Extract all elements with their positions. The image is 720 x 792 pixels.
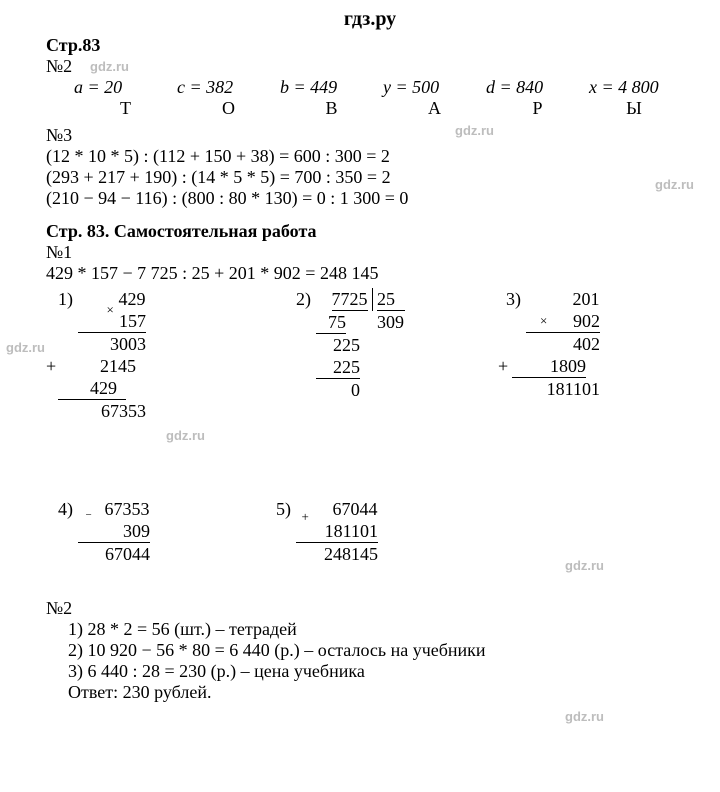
- var-letter: Ы: [589, 98, 679, 119]
- calc2-s1: 75: [316, 311, 346, 334]
- watermark-icon: gdz.ru: [655, 177, 694, 192]
- calc2-quot: 309: [373, 312, 404, 332]
- var-expr: b = 449: [280, 77, 383, 98]
- calc4-res: 67044: [78, 543, 150, 565]
- calc2-r1: 225: [316, 334, 360, 356]
- var-letter: Т: [74, 98, 177, 119]
- t2-num: №2: [46, 598, 694, 619]
- calc2-s2: 225: [316, 356, 360, 379]
- page-label: Стр.83: [46, 35, 694, 56]
- calc2-divisor: 25: [377, 288, 405, 311]
- var-letter: В: [280, 98, 383, 119]
- calc2-label: 2): [296, 289, 311, 309]
- task3-line: (293 + 217 + 190) : (14 * 5 * 5) = 700 :…: [46, 167, 694, 188]
- var-expr: d = 840: [486, 77, 589, 98]
- calculations-row2: 4) − 67353 309 67044 5) + 67044 181101 2…: [46, 498, 694, 598]
- task3-num: №3: [46, 125, 694, 146]
- t1-expr: 429 * 157 − 7 725 : 25 + 201 * 902 = 248…: [46, 263, 694, 284]
- calculations-row1: gdz.ru 1) × 429 157 3003 + 2145 429 6735…: [46, 288, 694, 498]
- t2-answer: Ответ: 230 рублей.: [68, 682, 694, 703]
- t2-line: 1) 28 * 2 = 56 (шт.) – тетрадей: [68, 619, 694, 640]
- task2-num: №2: [46, 56, 72, 76]
- calc1-p3: 429: [58, 377, 126, 400]
- calc3-b: 902: [526, 310, 600, 333]
- var-expr: x = 4 800: [589, 77, 679, 98]
- var-expr: c = 382: [177, 77, 280, 98]
- calc3-a: 201: [526, 288, 600, 310]
- calc5-a: 67044: [333, 499, 378, 519]
- t1-num: №1: [46, 242, 694, 263]
- var-expr: a = 20: [74, 77, 177, 98]
- calc1-a: 429: [119, 289, 146, 309]
- var-expr: y = 500: [383, 77, 486, 98]
- calc4-a: 67353: [105, 499, 150, 519]
- calc1-p1: 3003: [78, 333, 146, 355]
- var-letter: Р: [486, 98, 589, 119]
- calc5-res: 248145: [296, 543, 378, 565]
- calc2-r2: 0: [316, 379, 360, 401]
- selfwork-title: Стр. 83. Самостоятельная работа: [46, 221, 694, 242]
- site-header: гдз.ру: [46, 8, 694, 31]
- calc1-res: 67353: [78, 400, 146, 422]
- calc5-label: 5): [276, 499, 291, 519]
- watermark-icon: gdz.ru: [90, 59, 129, 74]
- calc1-p2: 2145: [100, 356, 136, 376]
- task3-line: (12 * 10 * 5) : (112 + 150 + 38) = 600 :…: [46, 146, 694, 167]
- watermark-icon: gdz.ru: [6, 340, 45, 355]
- t2-line: 2) 10 920 − 56 * 80 = 6 440 (р.) – остал…: [68, 640, 694, 661]
- var-letter: О: [177, 98, 280, 119]
- watermark-icon: gdz.ru: [565, 558, 604, 573]
- calc4-label: 4): [58, 499, 73, 519]
- calc3-res: 181101: [526, 378, 600, 400]
- task3-line: (210 − 94 − 116) : (800 : 80 * 130) = 0 …: [46, 188, 694, 209]
- var-letter: А: [383, 98, 486, 119]
- calc3-p1: 402: [526, 333, 600, 355]
- watermark-icon: gdz.ru: [565, 709, 604, 724]
- calc2-dividend: 7725: [332, 288, 368, 311]
- calc1-label: 1): [58, 289, 73, 309]
- task2-vars-row: a = 20 Т c = 382 О b = 449 В y = 500 А d…: [74, 77, 694, 119]
- calc3-label: 3): [506, 289, 521, 309]
- calc3-p2: 1809: [512, 355, 586, 378]
- watermark-icon: gdz.ru: [166, 428, 205, 443]
- watermark-icon: gdz.ru: [455, 123, 494, 138]
- t2-line: 3) 6 440 : 28 = 230 (р.) – цена учебника: [68, 661, 694, 682]
